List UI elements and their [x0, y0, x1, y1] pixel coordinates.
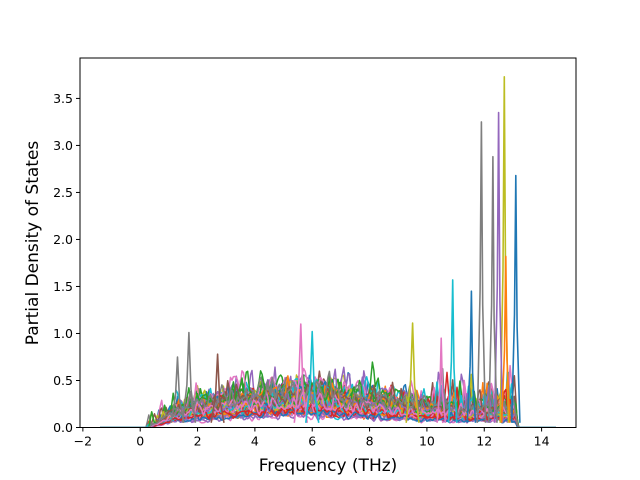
- x-tick-label: 12: [476, 434, 492, 449]
- x-axis: −2 0 2 4 6 8 10 12 14: [74, 427, 550, 449]
- pdos-peak: [305, 330, 320, 423]
- pdos-series-line: [100, 370, 556, 428]
- y-tick-label: 2.0: [53, 232, 73, 247]
- pdos-peak: [405, 322, 420, 423]
- pdos-peak: [510, 174, 521, 423]
- x-tick-label: 8: [366, 434, 374, 449]
- x-axis-label: Frequency (THz): [259, 456, 398, 476]
- pdos-peak: [210, 353, 225, 423]
- y-tick-label: 3.0: [53, 138, 73, 153]
- pdos-peak: [500, 255, 511, 423]
- pdos-peak: [466, 290, 477, 423]
- pdos-peak: [181, 331, 197, 423]
- y-tick-label: 1.0: [53, 326, 73, 341]
- pdos-peak: [493, 111, 504, 423]
- x-tick-label: 10: [419, 434, 435, 449]
- plot-frame: [79, 57, 577, 428]
- pdos-peak: [447, 279, 458, 423]
- pdos-peak: [170, 356, 185, 423]
- pdos-series-line: [100, 380, 556, 428]
- series-layer: [100, 76, 556, 428]
- y-tick-label: 2.5: [53, 185, 73, 200]
- y-axis: 0.0 0.5 1.0 1.5 2.0 2.5 3.0 3.5: [53, 91, 80, 435]
- pdos-peak: [436, 337, 447, 423]
- pdos-peak: [487, 155, 498, 423]
- x-tick-label: 0: [136, 434, 144, 449]
- x-tick-label: 2: [194, 434, 202, 449]
- x-tick-label: −2: [74, 434, 92, 449]
- y-tick-label: 1.5: [53, 279, 73, 294]
- x-tick-label: 14: [534, 434, 550, 449]
- y-tick-label: 0.0: [53, 420, 73, 435]
- y-tick-label: 3.5: [53, 91, 73, 106]
- x-tick-label: 4: [251, 434, 259, 449]
- y-axis-label: Partial Density of States: [23, 141, 43, 346]
- x-tick-label: 6: [308, 434, 316, 449]
- pdos-peak: [476, 121, 487, 423]
- y-tick-label: 0.5: [53, 373, 73, 388]
- pdos-peak: [293, 323, 308, 423]
- pdos-series-line: [100, 387, 556, 428]
